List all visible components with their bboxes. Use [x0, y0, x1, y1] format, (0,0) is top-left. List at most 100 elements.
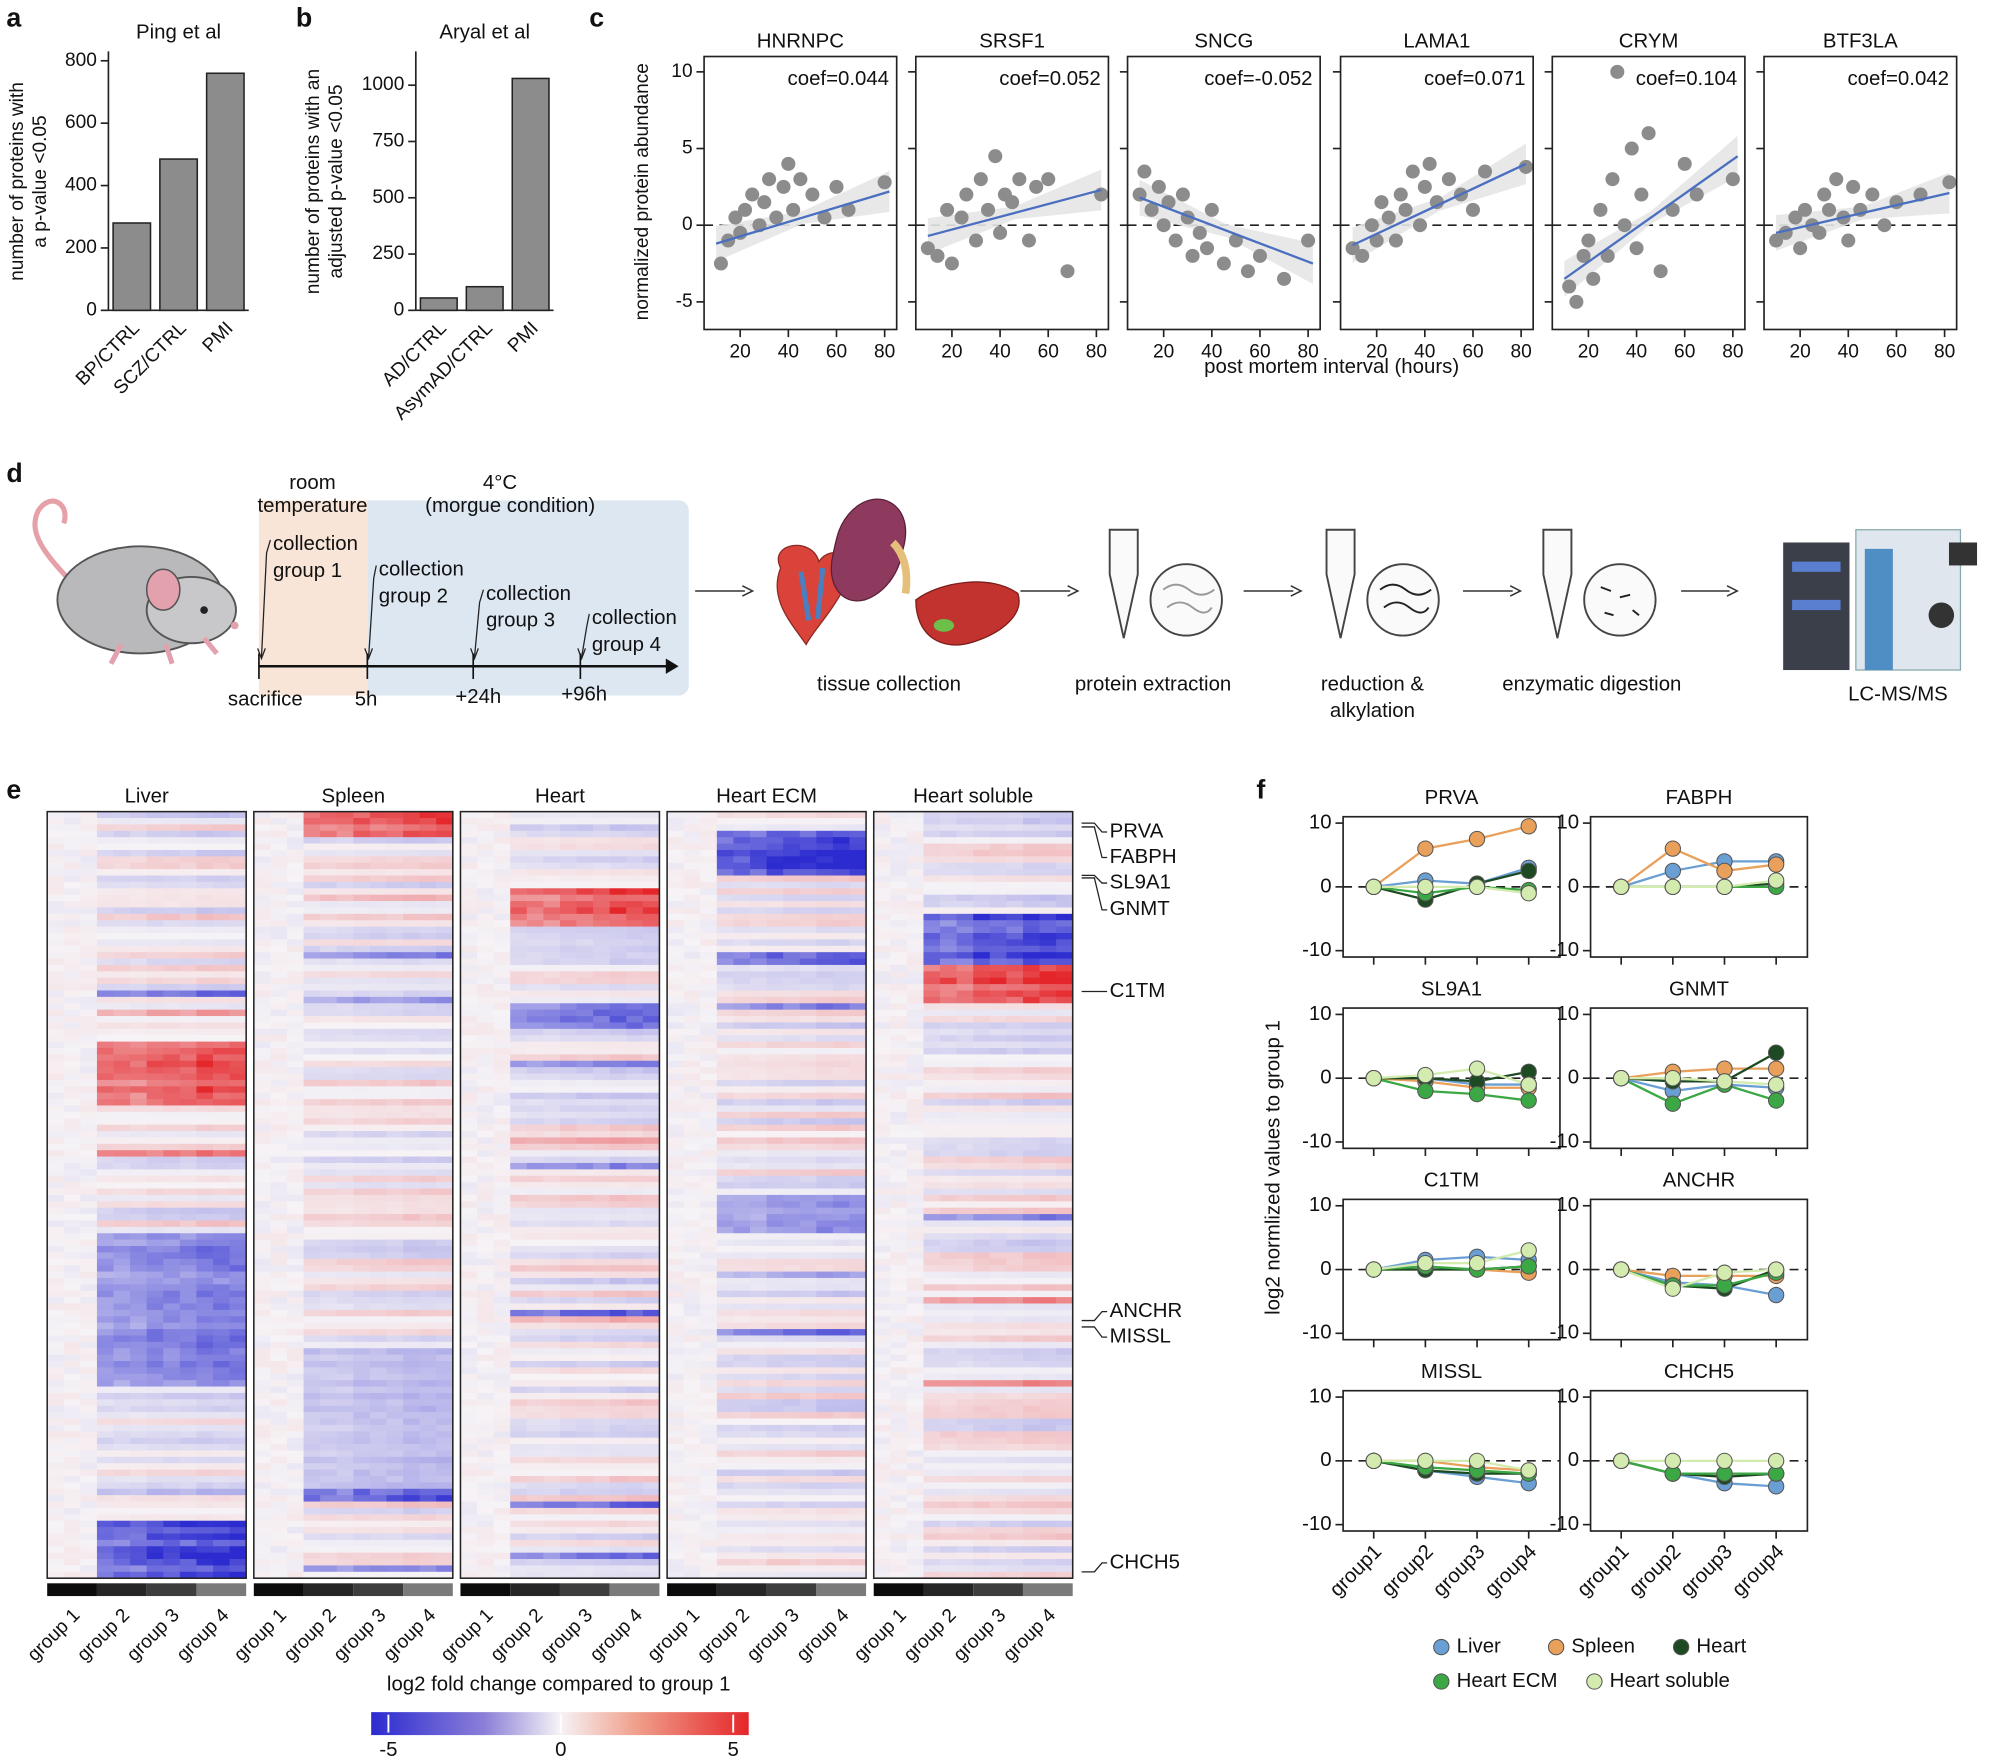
heatmap-cell	[47, 984, 65, 991]
step-label: protein extraction	[1075, 673, 1231, 695]
heatmap-cell	[543, 1482, 561, 1490]
heatmap-cell	[510, 811, 528, 819]
heatmap-cell	[436, 1016, 454, 1023]
heatmap-cell	[146, 1111, 164, 1119]
heatmap-cell	[63, 1028, 81, 1036]
heatmap-cell	[270, 1284, 288, 1292]
heatmap-cell	[436, 1309, 454, 1317]
heatmap-cell	[96, 1431, 114, 1439]
heatmap-cell	[353, 984, 371, 991]
heatmap-cell	[559, 1277, 577, 1285]
heatmap-cell	[642, 1565, 660, 1573]
heatmap-cell	[369, 881, 387, 889]
heatmap-cell	[270, 1150, 288, 1157]
heatmap-cell	[559, 1252, 577, 1260]
heatmap-cell	[559, 1399, 577, 1407]
heatmap-cell	[63, 1399, 81, 1407]
heatmap-cell	[303, 1214, 321, 1221]
heatmap-cell	[213, 1418, 230, 1426]
heatmap-cell	[386, 1111, 404, 1119]
heatmap-cell	[419, 1079, 437, 1087]
heatmap-cell	[229, 1284, 247, 1292]
heatmap-cell	[320, 1079, 338, 1087]
heatmap-cell	[436, 1405, 454, 1413]
heatmap-cell	[576, 920, 594, 927]
heatmap-cell	[783, 824, 801, 832]
heatmap-cell	[286, 1188, 304, 1196]
heatmap-cell	[163, 1386, 181, 1394]
heatmap-cell	[179, 837, 197, 844]
heatmap-cell	[320, 1175, 338, 1183]
heatmap-cell	[593, 1258, 611, 1266]
heatmap-cell	[47, 1207, 65, 1215]
cold-phase	[367, 500, 689, 696]
heatmap-cell	[146, 849, 164, 857]
heatmap-cell	[179, 920, 197, 927]
point	[769, 210, 784, 225]
heatmap-cell	[832, 881, 850, 889]
heatmap-cell	[213, 1035, 230, 1042]
heatmap-cell	[526, 1386, 544, 1394]
heatmap-cell	[609, 1418, 627, 1426]
heatmap-cell	[419, 990, 437, 998]
heatmap-cell	[477, 1003, 495, 1011]
heatmap-cell	[403, 1003, 421, 1011]
heatmap-cell	[47, 1348, 65, 1356]
heatmap-cell	[253, 1316, 271, 1324]
heatmap-cell	[96, 1226, 114, 1234]
heatmap-cell	[667, 952, 685, 959]
heatmap-cell	[403, 837, 421, 844]
heatmap-cell	[403, 1271, 421, 1279]
heatmap-cell	[526, 1003, 544, 1011]
heatmap-cell	[320, 1552, 338, 1560]
heatmap-cell	[626, 1373, 644, 1381]
heatmap-cell	[403, 1565, 421, 1573]
heatmap-cell	[47, 952, 65, 959]
heatmap-cell	[336, 830, 354, 838]
heatmap-cell	[163, 1150, 181, 1157]
heatmap-cell	[179, 1399, 197, 1407]
heatmap-cell	[609, 945, 627, 953]
heatmap-cell	[526, 1341, 544, 1349]
heatmap-cell	[626, 1271, 644, 1279]
collection-pointer	[367, 565, 377, 658]
heatmap-cell	[403, 881, 421, 889]
heatmap-cell	[816, 888, 834, 896]
heatmap-cell	[353, 1067, 371, 1074]
heatmap-cell	[213, 1022, 230, 1030]
heatmap-cell	[369, 875, 387, 883]
heatmap-cell	[270, 1533, 288, 1541]
heatmap-cell	[253, 1482, 271, 1490]
heatmap-cell	[130, 901, 148, 908]
heatmap-cell	[386, 1424, 404, 1432]
heatmap-cell	[403, 1488, 421, 1496]
heatmap-cell	[253, 1188, 271, 1196]
heatmap-cell	[510, 1565, 528, 1573]
heatmap-cell	[642, 971, 660, 979]
heatmap-cell	[593, 1316, 611, 1324]
heatmap-cell	[303, 1099, 321, 1106]
heatmap-cell	[626, 875, 644, 883]
heatmap-cell	[286, 1111, 304, 1119]
heatmap-cell	[80, 1226, 98, 1234]
heatmap-cell	[229, 1009, 247, 1017]
heatmap-cell	[63, 1380, 81, 1387]
heatmap-cell	[460, 958, 478, 966]
heatmap-cell	[609, 811, 627, 819]
group-bar	[353, 1583, 404, 1597]
heatmap-cell	[320, 907, 338, 915]
heatmap-cell	[642, 1246, 660, 1253]
heatmap-cell	[526, 1169, 544, 1177]
heatmap-cell	[700, 901, 718, 908]
x-tick-label: 20	[1366, 341, 1387, 362]
heatmap-cell	[47, 1162, 65, 1170]
heatmap-cell	[477, 843, 495, 851]
heatmap-cell	[559, 926, 577, 934]
heatmap-cell	[510, 1162, 528, 1170]
heatmap-cell	[543, 1348, 561, 1356]
heatmap-cell	[493, 1297, 511, 1304]
heatmap-cell	[436, 1354, 454, 1362]
heatmap-cell	[336, 1169, 354, 1177]
heatmap-cell	[179, 1361, 197, 1368]
heatmap-cell	[593, 1226, 611, 1234]
